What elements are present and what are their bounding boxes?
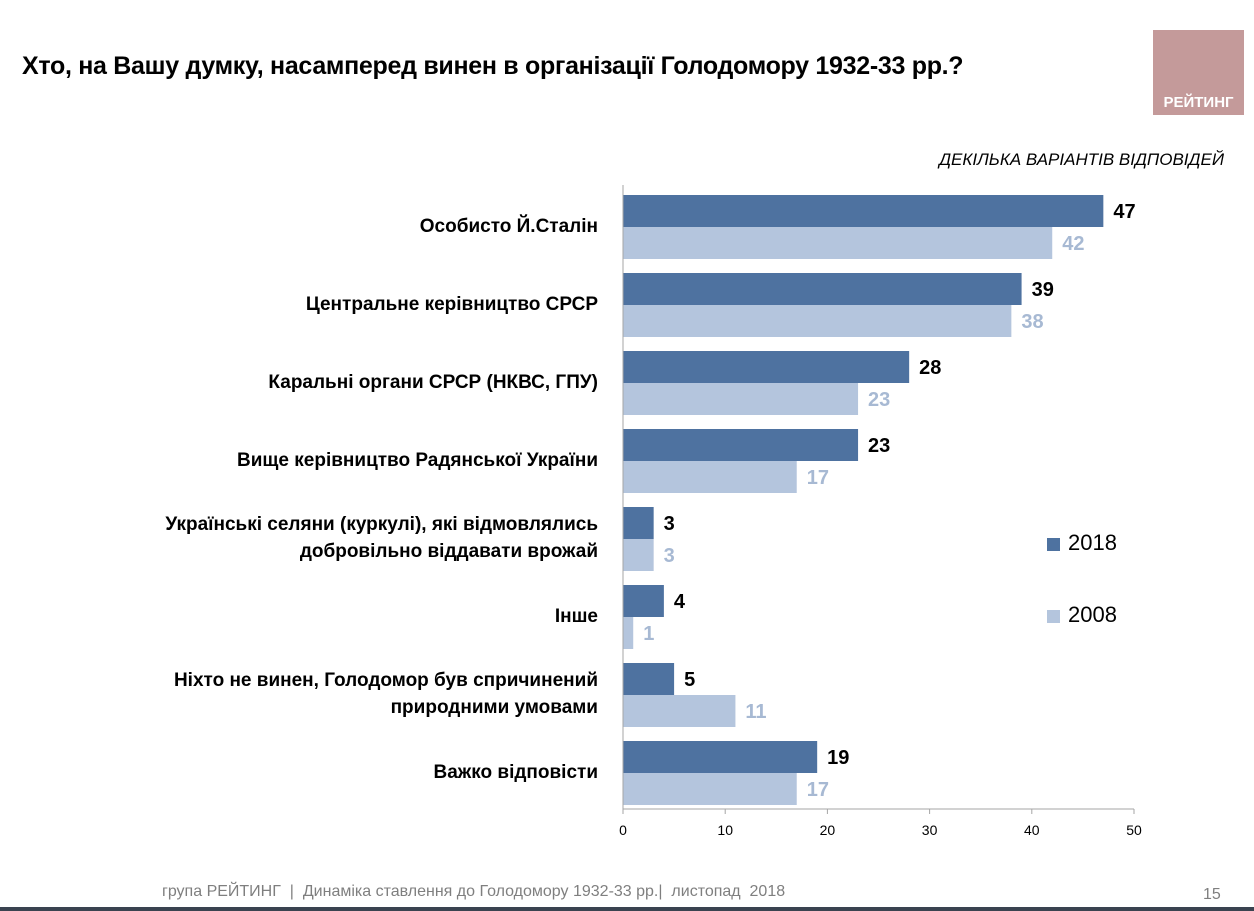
bar-2018 [623, 741, 818, 773]
bar-2008 [623, 383, 859, 415]
page-title: Хто, на Вашу думку, насамперед винен в о… [22, 52, 964, 80]
legend-swatch-2018 [1047, 537, 1060, 551]
bar-2018 [623, 351, 910, 383]
rating-logo: РЕЙТИНГ [1153, 30, 1244, 115]
legend-label-2008: 2008 [1068, 602, 1117, 627]
category-label: Ніхто не винен, Голодомор був спричинени… [173, 670, 598, 718]
data-label-2008: 42 [1062, 233, 1084, 255]
x-tick-label: 20 [820, 822, 836, 838]
category-label: Особисто Й.Сталін [419, 215, 598, 237]
data-label-2008: 38 [1021, 311, 1043, 333]
legend-swatch-2008 [1047, 609, 1060, 623]
data-label-2018: 5 [684, 669, 695, 691]
data-label-2018: 19 [827, 747, 849, 769]
bar-2008 [623, 539, 654, 571]
bar-2018 [623, 273, 1022, 305]
data-label-2018: 3 [664, 513, 675, 535]
footer: група РЕЙТИНГ | Динаміка ставлення до Го… [162, 883, 786, 900]
category-label: Вище керівництво Радянської України [237, 449, 598, 471]
data-label-2008: 11 [745, 701, 766, 723]
multiple-answers-note: ДЕКІЛЬКА ВАРІАНТІВ ВІДПОВІДЕЙ [939, 150, 1224, 169]
data-label-2018: 47 [1113, 201, 1135, 223]
bar-2008 [623, 305, 1012, 337]
bar-2008 [623, 695, 736, 727]
bar-2018 [623, 585, 664, 617]
legend-2008: 2008 [1047, 602, 1117, 628]
bar-2008 [623, 773, 797, 805]
x-tick-label: 0 [619, 822, 627, 838]
category-label: Каральні органи СРСР (НКВС, ГПУ) [268, 371, 598, 393]
category-label: Центральне керівництво СРСР [305, 293, 598, 315]
x-tick-label: 10 [717, 822, 733, 838]
bar-2018 [623, 507, 654, 539]
bar-2018 [623, 429, 859, 461]
category-label: Українські селяни (куркулі), які відмовл… [165, 514, 598, 562]
data-label-2008: 17 [807, 467, 829, 489]
data-label-2018: 4 [674, 591, 686, 613]
data-label-2018: 28 [919, 357, 941, 379]
category-label: Важко відповісти [433, 761, 598, 783]
data-label-2008: 1 [643, 623, 654, 645]
x-tick-label: 50 [1126, 822, 1142, 838]
data-label-2008: 17 [807, 779, 829, 801]
bottom-divider [0, 907, 1254, 911]
bar-2008 [623, 461, 797, 493]
bar-2008 [623, 227, 1053, 259]
data-label-2008: 23 [868, 389, 890, 411]
logo-text: РЕЙТИНГ [1163, 94, 1234, 111]
x-tick-label: 40 [1024, 822, 1040, 838]
page-number: 15 [1203, 886, 1221, 903]
legend-label-2018: 2018 [1068, 530, 1117, 555]
data-label-2018: 23 [868, 435, 890, 457]
data-label-2018: 39 [1032, 279, 1054, 301]
data-label-2008: 3 [664, 545, 675, 567]
bar-2018 [623, 195, 1104, 227]
bar-2018 [623, 663, 675, 695]
legend-2018: 2018 [1047, 530, 1117, 556]
category-label: Інше [554, 605, 598, 627]
x-tick-label: 30 [922, 822, 938, 838]
bar-2008 [623, 617, 634, 649]
